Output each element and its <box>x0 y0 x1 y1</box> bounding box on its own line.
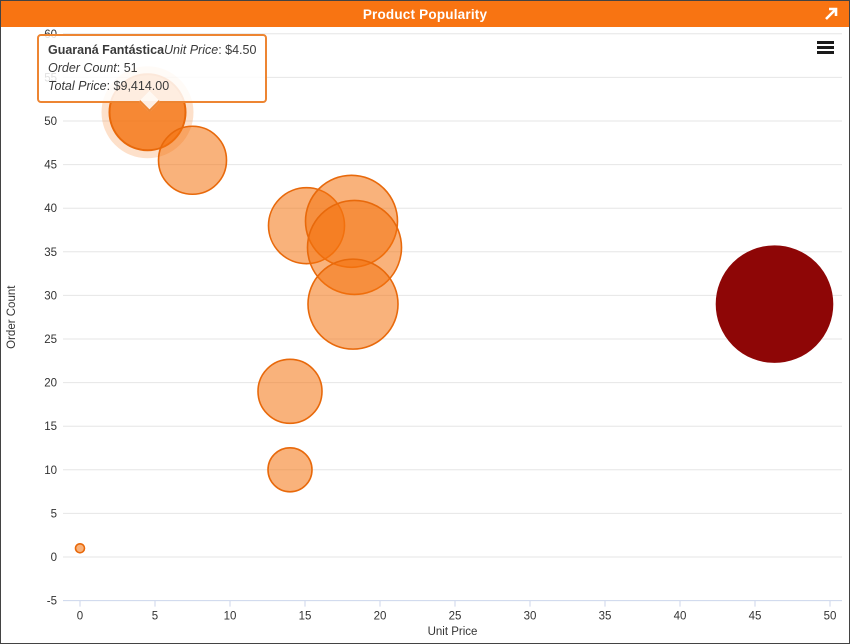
bubble-6[interactable] <box>257 358 323 425</box>
y-tick-label-15: 15 <box>44 421 57 433</box>
y-tick-label-0: 0 <box>51 552 57 564</box>
tooltip-separator: : <box>106 79 114 93</box>
bubble-1[interactable] <box>157 125 228 196</box>
north-east-arrow-icon <box>825 7 838 20</box>
y-tick-label--5: -5 <box>47 596 57 608</box>
tooltip-line-1: Guaraná FantásticaUnit Price: $4.50 <box>48 41 256 59</box>
tooltip-product-name: Guaraná Fantástica <box>48 43 165 57</box>
x-axis-title: Unit Price <box>428 626 478 638</box>
hamburger-icon <box>817 51 834 54</box>
x-tick-label-10: 10 <box>224 611 237 623</box>
bubble-chart: 0510152025303540455060555045403530252015… <box>6 29 842 638</box>
tooltip-line-3: Total Price: $9,414.00 <box>48 77 256 95</box>
y-tick-label-25: 25 <box>44 334 57 346</box>
tooltip-total-price-label: Total Price <box>48 79 107 93</box>
tooltip-total-price-value: $9,414.00 <box>113 79 170 93</box>
x-tick-label-50: 50 <box>824 611 837 623</box>
y-tick-label-40: 40 <box>44 203 57 215</box>
x-tick-label-40: 40 <box>674 611 687 623</box>
y-tick-label-20: 20 <box>44 378 57 390</box>
widget-header: Product Popularity <box>1 1 849 27</box>
x-tick-label-15: 15 <box>299 611 312 623</box>
x-tick-label-0: 0 <box>77 611 83 623</box>
tooltip: Guaraná FantásticaUnit Price: $4.50 Orde… <box>37 34 268 113</box>
y-tick-label-30: 30 <box>44 290 57 302</box>
x-tick-label-30: 30 <box>524 611 537 623</box>
tooltip-unit-price-value: $4.50 <box>225 43 257 57</box>
x-tick-label-35: 35 <box>599 611 612 623</box>
x-tick-label-25: 25 <box>449 611 462 623</box>
y-axis-title: Order Count <box>6 285 18 349</box>
tooltip-order-count-value: 51 <box>123 61 138 75</box>
bubble-7[interactable] <box>267 446 313 493</box>
x-tick-label-5: 5 <box>152 611 158 623</box>
tooltip-order-count-label: Order Count <box>48 61 117 75</box>
expand-button[interactable] <box>822 5 840 23</box>
hamburger-icon <box>817 46 834 49</box>
tooltip-line-2: Order Count: 51 <box>48 59 256 77</box>
tooltip-unit-price-label: Unit Price <box>164 43 219 57</box>
tooltip-separator: : <box>116 61 124 75</box>
y-tick-label-5: 5 <box>51 508 57 520</box>
bubble-9[interactable] <box>715 245 834 363</box>
bubble-8[interactable] <box>74 542 86 554</box>
y-tick-label-10: 10 <box>44 465 57 477</box>
y-tick-label-35: 35 <box>44 247 57 259</box>
widget-title: Product Popularity <box>362 6 488 22</box>
hamburger-icon <box>817 41 834 44</box>
chart-export-menu-button[interactable] <box>817 41 834 54</box>
y-tick-label-50: 50 <box>44 116 57 128</box>
bubble-5[interactable] <box>307 258 399 350</box>
x-tick-label-45: 45 <box>749 611 762 623</box>
tooltip-separator: : <box>218 43 226 57</box>
x-tick-label-20: 20 <box>374 611 387 623</box>
y-tick-label-45: 45 <box>44 160 57 172</box>
